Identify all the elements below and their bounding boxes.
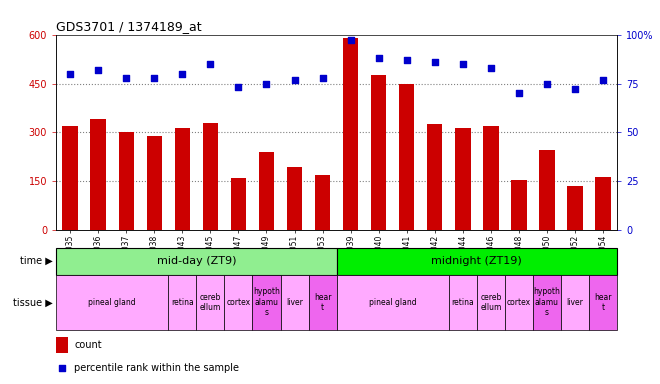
Bar xyxy=(455,127,471,230)
Bar xyxy=(512,180,527,230)
Bar xyxy=(483,126,498,230)
Bar xyxy=(337,275,449,330)
Bar xyxy=(175,127,190,230)
Bar xyxy=(568,186,583,230)
Bar xyxy=(589,275,617,330)
Text: hypoth
alamu
s: hypoth alamu s xyxy=(533,288,560,317)
Point xyxy=(261,81,272,87)
Text: midnight (ZT19): midnight (ZT19) xyxy=(432,256,522,266)
Point xyxy=(121,74,131,81)
Text: liver: liver xyxy=(286,298,303,307)
Bar xyxy=(56,275,168,330)
Bar xyxy=(595,177,611,230)
Bar xyxy=(259,152,274,230)
Text: retina: retina xyxy=(171,298,193,307)
Bar xyxy=(337,248,617,275)
Bar xyxy=(539,151,554,230)
Text: liver: liver xyxy=(566,298,583,307)
Point xyxy=(149,74,160,81)
Bar xyxy=(56,337,69,353)
Point xyxy=(233,84,244,91)
Text: cereb
ellum: cereb ellum xyxy=(200,293,221,312)
Bar xyxy=(252,275,280,330)
Point xyxy=(317,74,328,81)
Text: hear
t: hear t xyxy=(594,293,612,312)
Text: retina: retina xyxy=(451,298,474,307)
Point xyxy=(513,90,524,96)
Text: count: count xyxy=(74,340,102,350)
Bar xyxy=(533,275,561,330)
Point xyxy=(486,65,496,71)
Bar xyxy=(63,126,78,230)
Bar xyxy=(224,275,252,330)
Bar xyxy=(561,275,589,330)
Bar xyxy=(280,275,309,330)
Bar xyxy=(343,38,358,230)
Bar xyxy=(309,275,337,330)
Text: cortex: cortex xyxy=(226,298,251,307)
Bar xyxy=(56,248,337,275)
Bar xyxy=(119,132,134,230)
Point xyxy=(598,76,609,83)
Bar xyxy=(315,175,330,230)
Point xyxy=(57,365,67,371)
Text: pineal gland: pineal gland xyxy=(369,298,416,307)
Bar xyxy=(231,178,246,230)
Point xyxy=(430,59,440,65)
Bar xyxy=(197,275,224,330)
Point xyxy=(205,61,216,67)
Bar xyxy=(147,136,162,230)
Point xyxy=(65,71,75,77)
Point xyxy=(542,81,552,87)
Bar xyxy=(203,123,218,230)
Bar xyxy=(449,275,477,330)
Point xyxy=(93,67,104,73)
Point xyxy=(177,71,187,77)
Bar xyxy=(168,275,197,330)
Bar xyxy=(427,124,442,230)
Text: tissue ▶: tissue ▶ xyxy=(13,297,53,308)
Bar xyxy=(371,75,386,230)
Text: mid-day (ZT9): mid-day (ZT9) xyxy=(156,256,236,266)
Text: pineal gland: pineal gland xyxy=(88,298,136,307)
Bar xyxy=(287,167,302,230)
Bar xyxy=(505,275,533,330)
Point xyxy=(289,76,300,83)
Text: GDS3701 / 1374189_at: GDS3701 / 1374189_at xyxy=(56,20,202,33)
Text: hypoth
alamu
s: hypoth alamu s xyxy=(253,288,280,317)
Text: cortex: cortex xyxy=(507,298,531,307)
Point xyxy=(570,86,580,93)
Point xyxy=(374,55,384,61)
Text: cereb
ellum: cereb ellum xyxy=(480,293,502,312)
Bar xyxy=(399,84,414,230)
Bar xyxy=(90,119,106,230)
Point xyxy=(401,57,412,63)
Point xyxy=(457,61,468,67)
Bar xyxy=(477,275,505,330)
Text: percentile rank within the sample: percentile rank within the sample xyxy=(74,363,239,373)
Text: time ▶: time ▶ xyxy=(20,256,53,266)
Text: hear
t: hear t xyxy=(314,293,331,312)
Point xyxy=(345,37,356,43)
